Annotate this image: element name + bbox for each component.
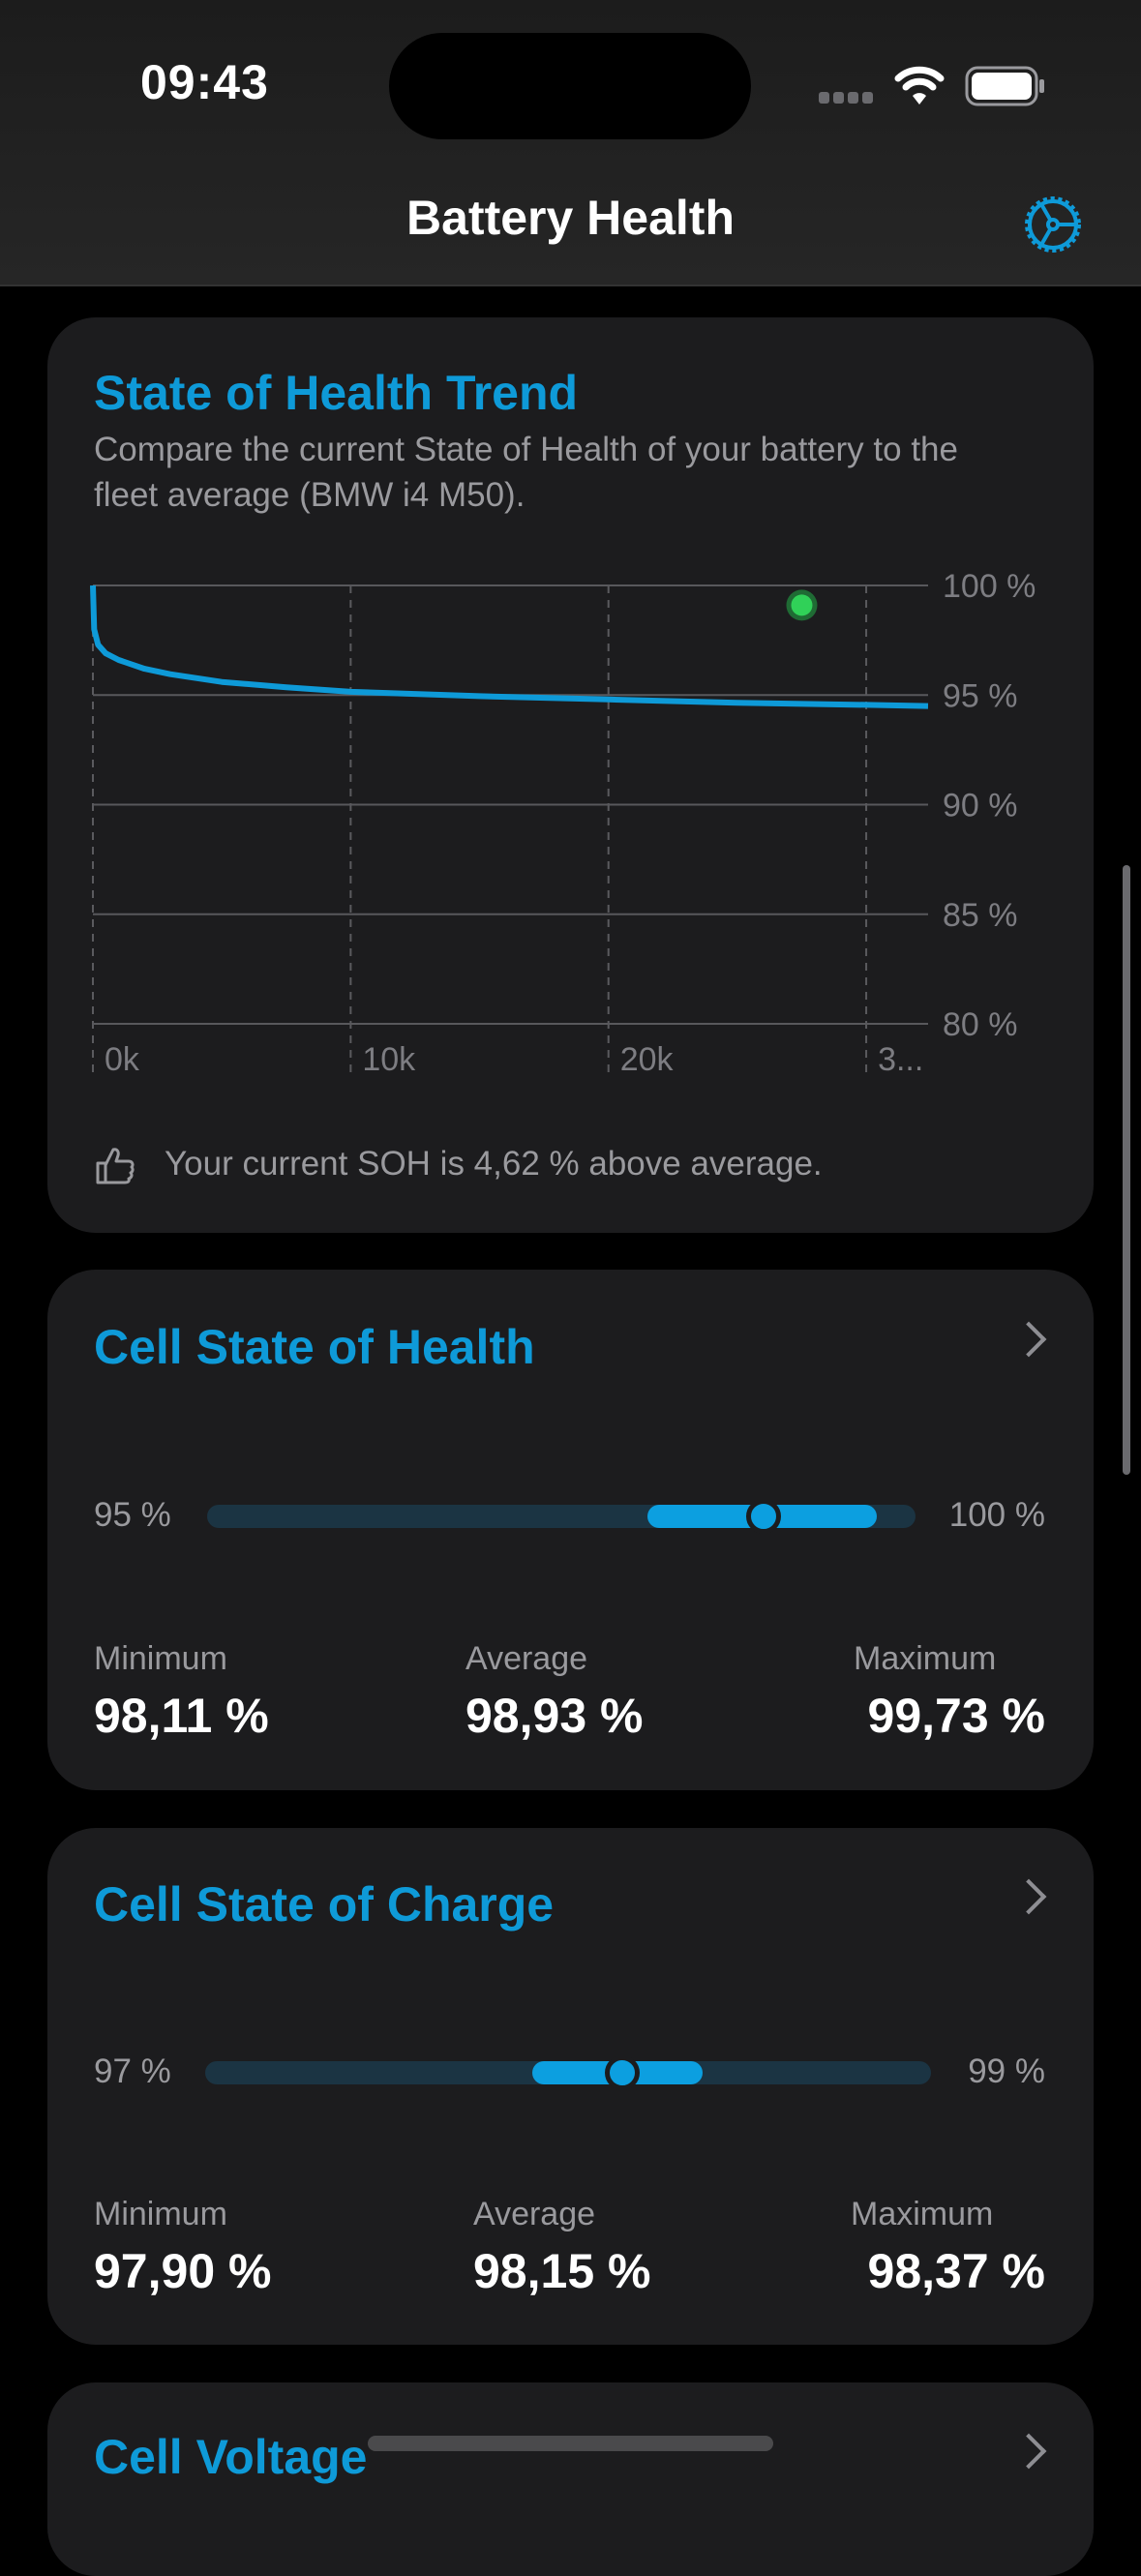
y-tick-label: 80 %: [943, 1006, 1018, 1043]
cell-soc-range-min: 97 %: [94, 2052, 171, 2090]
thumbs-up-icon: [94, 1144, 136, 1191]
cell-soc-avg-label: Average: [473, 2196, 596, 2232]
x-tick-label: 0k: [105, 1041, 140, 1078]
cell-soh-min-value: 98,11 %: [94, 1689, 269, 1743]
x-tick-label: 20k: [620, 1041, 675, 1078]
x-tick-label: 10k: [362, 1041, 416, 1078]
scrollbar[interactable]: [1123, 865, 1130, 1475]
y-tick-label: 95 %: [943, 677, 1018, 714]
cell-soc-avg-value: 98,15 %: [473, 2244, 651, 2298]
wifi-icon: [894, 64, 945, 111]
cell-soh-avg-label: Average: [465, 1640, 588, 1677]
soh-comparison-text: Your current SOH is 4,62 % above average…: [165, 1145, 823, 1183]
soh-trend-card: [47, 317, 1094, 1233]
dynamic-island: [389, 33, 751, 139]
cell-soh-max-value: 99,73 %: [867, 1689, 1045, 1743]
cellular-icon: [819, 91, 877, 104]
page-title: Battery Health: [406, 191, 735, 245]
current-soh-point: [791, 594, 813, 616]
cell-soc-min-value: 97,90 %: [94, 2244, 272, 2298]
average-marker: [746, 1499, 782, 1534]
fleet-average-line: [90, 584, 929, 709]
soh-trend-chart: 0k 10k 20k 3... 100 % 95 % 90 % 85 % 80 %: [90, 568, 1036, 1078]
x-tick-label: 3...: [878, 1041, 923, 1078]
y-tick-label: 90 %: [943, 788, 1018, 824]
battery-icon: [965, 66, 1046, 111]
y-tick-label: 100 %: [943, 568, 1036, 605]
cell-soc-card[interactable]: [47, 1828, 1094, 2345]
cell-soh-avg-value: 98,93 %: [465, 1689, 644, 1743]
cell-soc-max-label: Maximum: [851, 2196, 994, 2232]
status-time: 09:43: [140, 55, 269, 109]
average-marker: [605, 2055, 641, 2090]
cell-soh-range-min: 95 %: [94, 1496, 171, 1534]
soh-trend-description: Compare the current State of Health of y…: [94, 431, 958, 514]
cell-soh-max-label: Maximum: [854, 1640, 997, 1677]
cell-soc-range-max: 99 %: [968, 2052, 1045, 2090]
cell-soh-range-max: 100 %: [948, 1496, 1045, 1534]
cell-soh-card[interactable]: [47, 1270, 1094, 1790]
soh-trend-title: State of Health Trend: [94, 366, 579, 420]
cell-voltage-title: Cell Voltage: [94, 2430, 368, 2484]
home-indicator[interactable]: [368, 2436, 773, 2451]
cell-soc-title: Cell State of Charge: [94, 1877, 555, 1932]
gear-icon[interactable]: [1018, 190, 1088, 264]
y-tick-label: 85 %: [943, 897, 1018, 934]
cell-soh-min-label: Minimum: [94, 1640, 227, 1677]
cell-soc-max-value: 98,37 %: [867, 2244, 1045, 2298]
cell-soh-title: Cell State of Health: [94, 1320, 535, 1374]
cell-soc-min-label: Minimum: [94, 2196, 227, 2232]
